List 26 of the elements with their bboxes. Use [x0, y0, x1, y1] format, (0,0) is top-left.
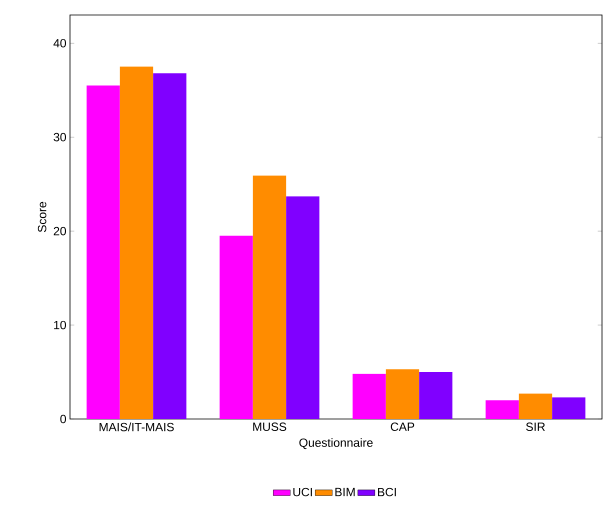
x-tick-label: MAIS/IT-MAIS	[100, 422, 174, 432]
bar	[552, 397, 586, 419]
y-tick-label: 30	[54, 132, 66, 142]
x-axis-title: Questionnaire	[299, 438, 373, 450]
legend-label: BIM	[335, 488, 355, 496]
bar	[120, 66, 154, 419]
bar	[286, 196, 320, 419]
bar	[153, 73, 186, 419]
y-tick-label: 10	[54, 320, 66, 330]
bar	[518, 394, 552, 419]
bar	[86, 85, 120, 419]
legend-label: UCI	[293, 488, 312, 496]
bar	[220, 236, 253, 419]
bar	[386, 369, 420, 419]
x-tick-label: MUSS	[253, 422, 286, 431]
y-tick-label: 0	[60, 414, 66, 424]
y-tick-label: 20	[54, 226, 66, 236]
legend-label: BCI	[378, 488, 396, 496]
y-tick-label: 40	[53, 38, 66, 48]
bar	[352, 374, 386, 419]
x-tick-label: CAP	[390, 422, 414, 431]
bar	[252, 176, 286, 419]
bar	[419, 372, 452, 419]
bar	[486, 400, 519, 419]
y-axis-title: Score	[38, 202, 46, 232]
x-tick-label: SIR	[526, 422, 545, 431]
